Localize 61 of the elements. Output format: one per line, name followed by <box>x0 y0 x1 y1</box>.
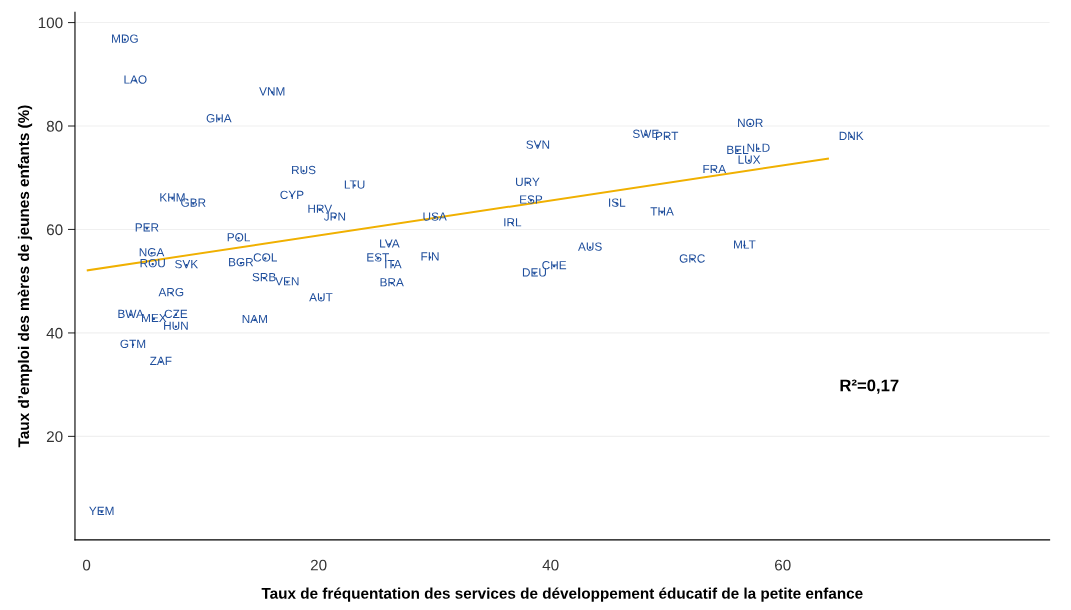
data-label: HRV <box>308 204 333 213</box>
data-label: FIN <box>421 252 439 261</box>
data-label: ARG <box>158 287 184 297</box>
y-tick-label: 100 <box>38 17 63 29</box>
x-tick-label: 60 <box>775 559 791 571</box>
data-label: POL <box>227 233 250 242</box>
data-label: LVA <box>380 239 400 248</box>
x-axis-title: Taux de fréquentation des services de développement éducatif de la petite enfance <box>261 587 863 602</box>
y-tick-label: 40 <box>46 327 63 339</box>
data-label: GRC <box>679 254 705 263</box>
data-label: ROU <box>140 258 165 268</box>
data-label: ZAF <box>150 356 172 365</box>
data-label: YEM <box>89 506 114 515</box>
x-tick-label: 40 <box>542 559 559 571</box>
data-label: THA <box>650 207 674 216</box>
data-label: GHA <box>206 114 232 123</box>
x-tick-label: 0 <box>82 559 91 571</box>
y-axis-title: Taux d’emploi des mères de jeunes enfants (%) <box>17 105 33 448</box>
data-label: DEU <box>522 268 546 277</box>
data-label: EST <box>367 253 390 262</box>
data-label: SVK <box>175 259 199 269</box>
data-label: NGA <box>139 248 165 257</box>
data-label: SVN <box>526 140 550 149</box>
data-label: FRA <box>703 164 727 174</box>
data-label: NAM <box>242 314 267 324</box>
data-label: CYP <box>280 190 304 200</box>
data-label: MDG <box>112 34 138 43</box>
data-label: BEL <box>727 145 749 154</box>
data-label: AUT <box>309 293 333 302</box>
data-label: BRA <box>380 278 404 287</box>
data-label: JPN <box>323 212 346 221</box>
data-label: PER <box>135 223 159 232</box>
y-tick-label: 20 <box>46 431 63 443</box>
data-label: ISL <box>609 198 626 207</box>
data-label: VEN <box>275 277 299 286</box>
data-label: CHE <box>542 261 567 270</box>
data-label: GTM <box>120 339 146 348</box>
data-label: AUS <box>578 242 602 251</box>
data-label: NOR <box>738 118 763 128</box>
data-label: LAO <box>124 75 147 84</box>
data-label: CZE <box>164 309 188 318</box>
data-label: IRL <box>504 218 522 227</box>
data-label: LUX <box>738 155 761 164</box>
data-label: BGR <box>229 257 254 267</box>
data-label: ITA <box>385 260 402 269</box>
data-label: RUS <box>292 165 316 175</box>
data-label: COL <box>253 253 277 262</box>
data-label: LTU <box>344 180 365 189</box>
data-label: SRB <box>252 272 276 282</box>
data-label: VNM <box>259 87 285 96</box>
data-label: HUN <box>164 321 188 330</box>
data-label: BWA <box>118 309 144 318</box>
y-tick-label: 80 <box>46 120 63 132</box>
data-label: URY <box>516 177 540 187</box>
data-label: DNK <box>839 131 864 140</box>
annotation: R²=0,17 <box>840 379 899 394</box>
data-label: ESP <box>520 195 543 204</box>
x-tick-label: 20 <box>310 559 327 571</box>
y-tick-label: 60 <box>46 224 63 236</box>
data-label: MLT <box>734 240 756 249</box>
data-label: NLD <box>747 143 770 152</box>
